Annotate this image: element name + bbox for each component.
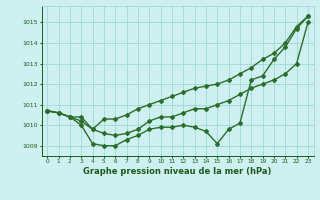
X-axis label: Graphe pression niveau de la mer (hPa): Graphe pression niveau de la mer (hPa) <box>84 167 272 176</box>
